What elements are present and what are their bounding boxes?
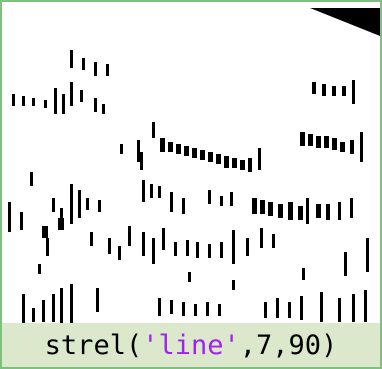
binary-image <box>2 2 380 323</box>
caption: strel('line',7,90) <box>2 323 380 367</box>
caption-text: ,7,90) <box>240 330 338 361</box>
black-corner <box>310 8 380 36</box>
image-structures <box>8 50 369 323</box>
figure-panel: strel('line',7,90) <box>0 0 382 369</box>
caption-string-arg: 'line' <box>142 330 240 361</box>
caption-text: strel( <box>45 330 143 361</box>
